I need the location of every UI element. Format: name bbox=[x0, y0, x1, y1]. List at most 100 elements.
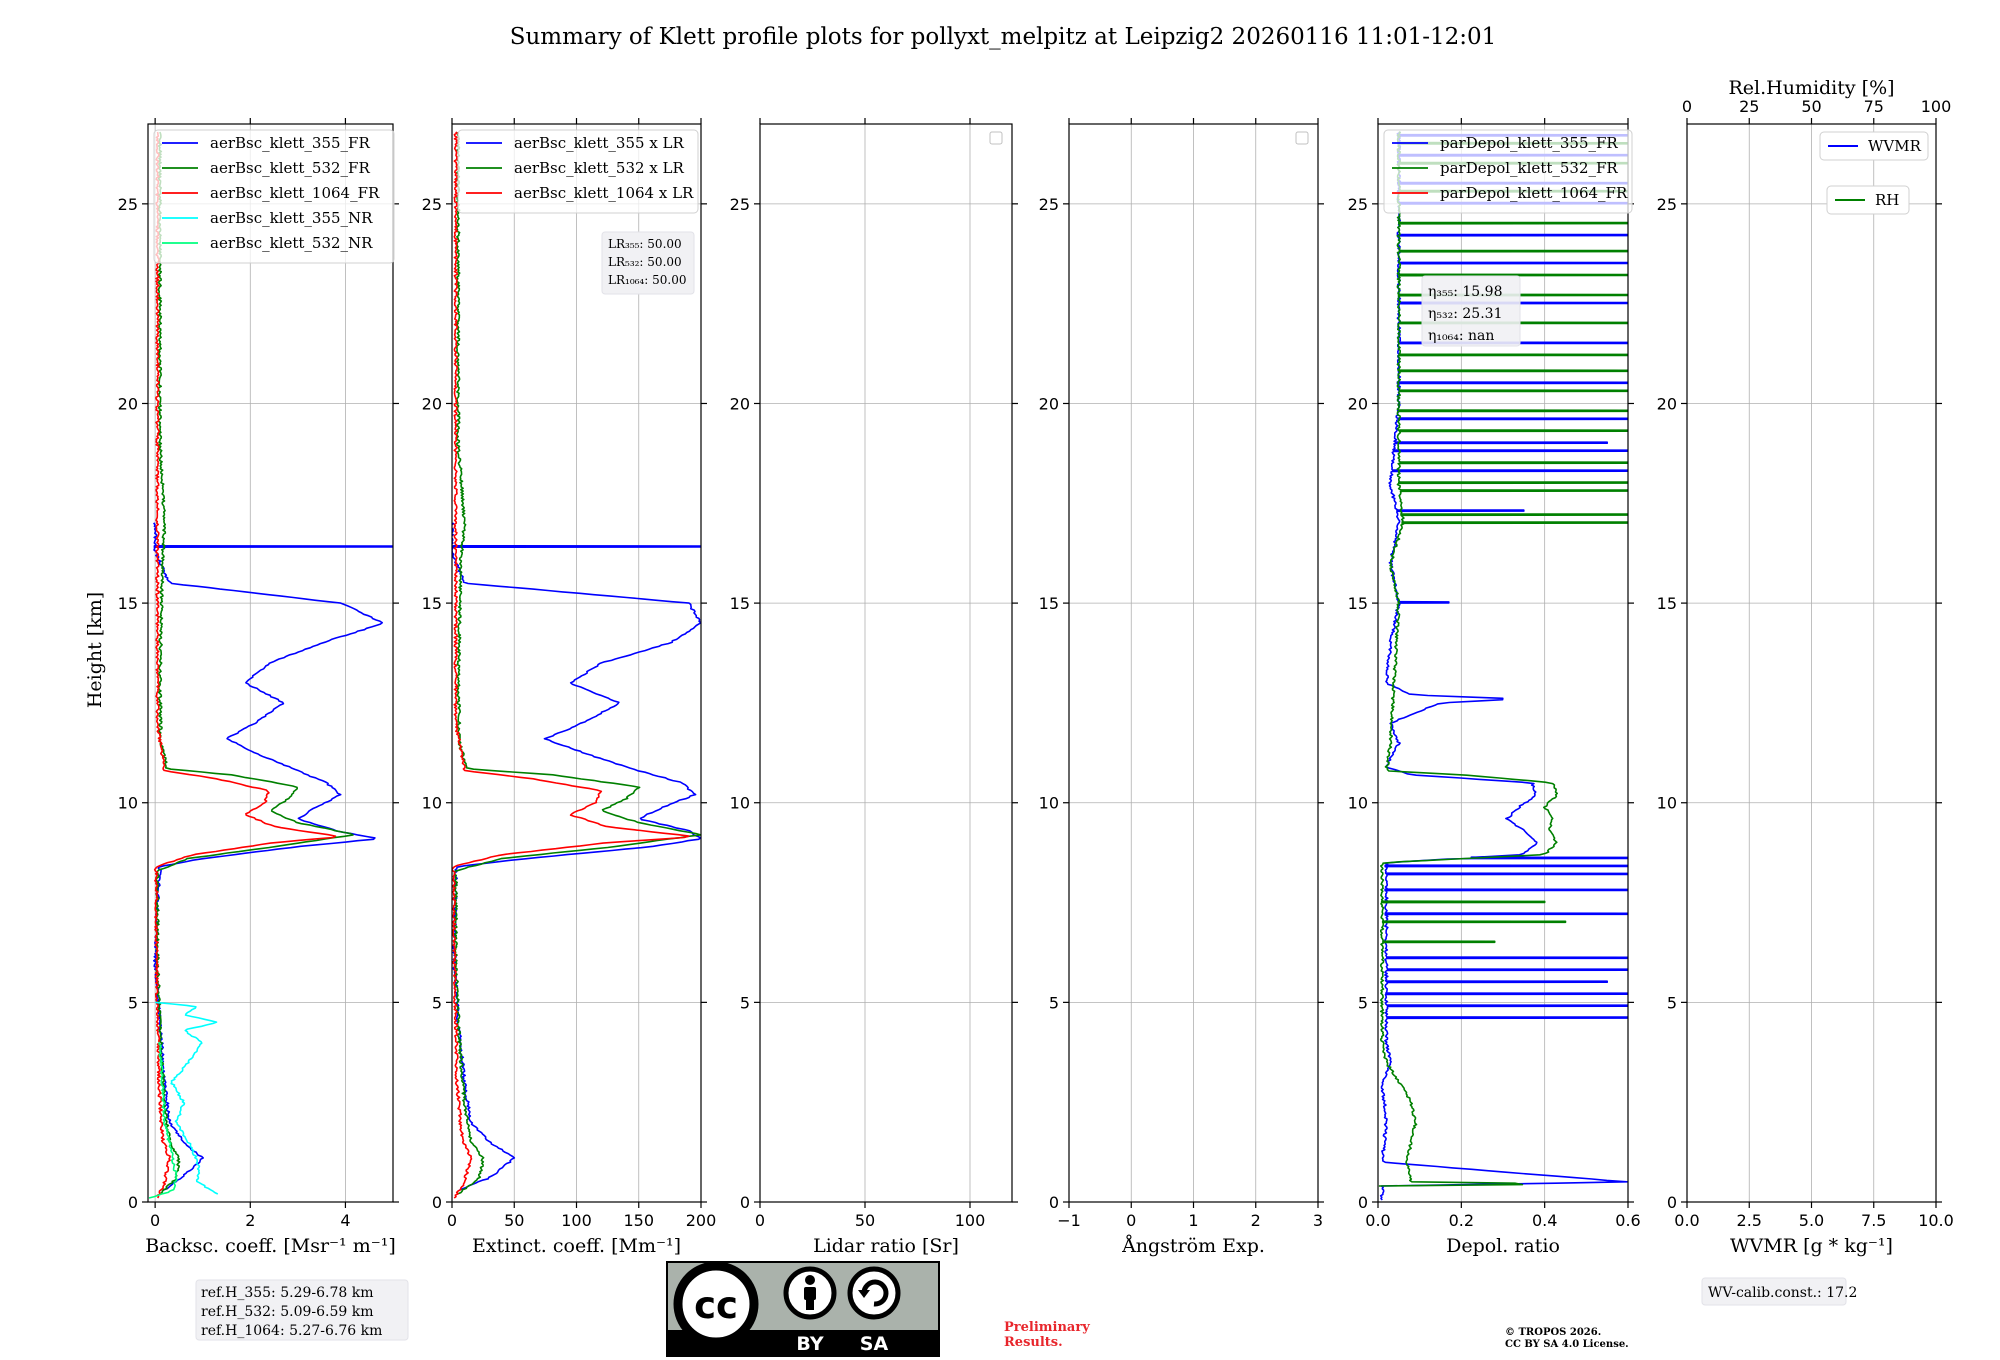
xtick-label: 0.6 bbox=[1615, 1211, 1640, 1230]
xtick-label: 0 bbox=[1126, 1211, 1136, 1230]
ytick-label: 10 bbox=[422, 794, 442, 813]
legend-ext: aerBsc_klett_355 x LR aerBsc_klett_532 x … bbox=[457, 129, 699, 214]
series-group-depol bbox=[1378, 131, 1628, 1201]
xtick-label: 0 bbox=[447, 1211, 457, 1230]
ytick-label: 0 bbox=[1358, 1193, 1368, 1212]
ytick-label: 5 bbox=[1358, 993, 1368, 1012]
top-xtick-label: 25 bbox=[1739, 97, 1759, 116]
ytick-label: 20 bbox=[1348, 394, 1368, 413]
ref-height-box: ref.H_355: 5.29-6.78 km ref.H_532: 5.09-… bbox=[195, 1279, 409, 1341]
ytick-label: 10 bbox=[1039, 794, 1059, 813]
xtick-label: 2 bbox=[1251, 1211, 1261, 1230]
legend-label: aerBsc_klett_532 x LR bbox=[514, 159, 685, 177]
ytick-label: 10 bbox=[118, 794, 138, 813]
xtick-label: 4 bbox=[340, 1211, 350, 1230]
xtick-label: 2.5 bbox=[1737, 1211, 1762, 1230]
ytick-label: 15 bbox=[1039, 594, 1059, 613]
lidar-ratio-box: LR₃₅₅: 50.00 LR₅₃₂: 50.00 LR₁₀₆₄: 50.00 bbox=[601, 231, 695, 295]
xtick-label: 50 bbox=[855, 1211, 875, 1230]
axes-frame-lr bbox=[759, 123, 1013, 1203]
ytick-label: 20 bbox=[1657, 394, 1677, 413]
legend-label: parDepol_klett_355_FR bbox=[1440, 134, 1618, 152]
ytick-label: 20 bbox=[422, 394, 442, 413]
ytick-label: 25 bbox=[118, 195, 138, 214]
legend-box bbox=[153, 129, 395, 264]
ytick-label: 15 bbox=[118, 594, 138, 613]
ytick-label: 20 bbox=[1039, 394, 1059, 413]
cc-by-sa-logo: cc BY SA bbox=[666, 1261, 940, 1357]
lidar-ratio-value: LR₅₃₂: 50.00 bbox=[608, 255, 682, 269]
ytick-label: 25 bbox=[1039, 195, 1059, 214]
xtick-label: 50 bbox=[504, 1211, 524, 1230]
preliminary-line-2: Results. bbox=[1004, 1335, 1063, 1350]
legend-bsc: aerBsc_klett_355_FR aerBsc_klett_532_FRae… bbox=[153, 129, 395, 264]
legend-depol: parDepol_klett_355_FR parDepol_klett_532_… bbox=[1383, 129, 1633, 214]
legend-label: aerBsc_klett_355_FR bbox=[210, 134, 370, 152]
xtick-label: 0 bbox=[755, 1211, 765, 1230]
empty-legend-box bbox=[1295, 131, 1309, 145]
legend-label: aerBsc_klett_1064_FR bbox=[210, 184, 380, 202]
ytick-label: 25 bbox=[1657, 195, 1677, 214]
legend-label: parDepol_klett_1064_FR bbox=[1440, 184, 1628, 202]
copyright-line-2: CC BY SA 4.0 License. bbox=[1505, 1339, 1629, 1350]
ytick-label: 25 bbox=[422, 195, 442, 214]
gridlines-ang bbox=[1068, 124, 1319, 1203]
ytick-label: 0 bbox=[128, 1193, 138, 1212]
gridlines-lr bbox=[759, 124, 1012, 1203]
xtick-label: 150 bbox=[623, 1211, 654, 1230]
xtick-label: 0.0 bbox=[1365, 1211, 1390, 1230]
panel-lr: 0 5 10 15 20 25 0 50 100 Lidar ratio [Sr] bbox=[730, 118, 1018, 1257]
xtick-label: 0.4 bbox=[1532, 1211, 1557, 1230]
legend-label: RH bbox=[1875, 191, 1899, 209]
lidar-ratio-value: LR₃₅₅: 50.00 bbox=[608, 237, 682, 251]
ytick-label: 15 bbox=[422, 594, 442, 613]
xtick-label: 3 bbox=[1313, 1211, 1323, 1230]
xtick-label: 100 bbox=[955, 1211, 986, 1230]
ytick-label: 5 bbox=[128, 993, 138, 1012]
panel-bsc: 0 5 10 15 20 25 0 2 4 Backsc. coeff. [Msr⁻¹ m⁻¹] a… bbox=[118, 118, 399, 1257]
xtick-label: 100 bbox=[561, 1211, 592, 1230]
ytick-label: 5 bbox=[740, 993, 750, 1012]
ytick-label: 20 bbox=[730, 394, 750, 413]
series-group-ext bbox=[452, 131, 701, 1199]
xtick-label: 5.0 bbox=[1799, 1211, 1824, 1230]
legend-label: WVMR bbox=[1868, 137, 1922, 155]
series-group-bsc bbox=[148, 131, 393, 1199]
cc-sa-label: SA bbox=[860, 1333, 889, 1355]
eta-box: η₃₅₅: 15.98 η₅₃₂: 25.31 η₁₀₆₄: nan bbox=[1421, 275, 1521, 347]
ytick-label: 5 bbox=[1667, 993, 1677, 1012]
eta-value: η₅₃₂: 25.31 bbox=[1428, 306, 1502, 322]
ref-height-1064: ref.H_1064: 5.27-6.76 km bbox=[201, 1323, 382, 1339]
cc-circle-icon bbox=[673, 1261, 759, 1347]
series-line-aerBsc_klett_1064_FR bbox=[153, 131, 337, 1199]
xtick-label: 0.0 bbox=[1674, 1211, 1699, 1230]
top-xtick-label: 50 bbox=[1801, 97, 1821, 116]
eta-value: η₁₀₆₄: nan bbox=[1428, 328, 1494, 344]
x-axis-label-lr: Lidar ratio [Sr] bbox=[813, 1235, 959, 1257]
lidar-ratio-value: LR₁₀₆₄: 50.00 bbox=[608, 273, 686, 287]
x-axis-label-depol: Depol. ratio bbox=[1446, 1235, 1560, 1257]
xtick-label: 1 bbox=[1188, 1211, 1198, 1230]
ticks-depol bbox=[1372, 118, 1634, 1208]
xtick-label: −1 bbox=[1057, 1211, 1081, 1230]
ytick-label: 15 bbox=[1348, 594, 1368, 613]
chart-title: Summary of Klett profile plots for polly… bbox=[510, 24, 1497, 50]
ytick-label: 25 bbox=[1348, 195, 1368, 214]
series-line-aerBsc_klett_532_FR bbox=[155, 131, 354, 1195]
annotation-bg bbox=[1421, 275, 1521, 347]
ticks-ext bbox=[446, 118, 707, 1208]
ytick-label: 5 bbox=[432, 993, 442, 1012]
top-axis-label: Rel.Humidity [%] bbox=[1728, 77, 1894, 99]
legend-label: parDepol_klett_532_FR bbox=[1440, 159, 1618, 177]
xtick-label: 2 bbox=[245, 1211, 255, 1230]
top-xtick-label: 0 bbox=[1682, 97, 1692, 116]
xtick-label: 7.5 bbox=[1861, 1211, 1886, 1230]
axes-frame-bsc bbox=[147, 123, 394, 1203]
x-axis-label-ang: Ångström Exp. bbox=[1121, 1235, 1265, 1257]
ytick-label: 0 bbox=[432, 1193, 442, 1212]
ytick-label: 25 bbox=[730, 195, 750, 214]
legend-wv: WVMR RH bbox=[1819, 131, 1929, 215]
ticks-ang bbox=[1063, 118, 1324, 1208]
